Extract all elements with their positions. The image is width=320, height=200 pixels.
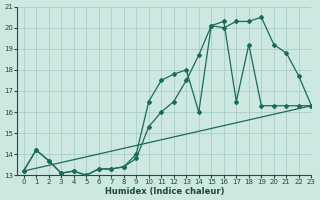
X-axis label: Humidex (Indice chaleur): Humidex (Indice chaleur) xyxy=(105,187,224,196)
